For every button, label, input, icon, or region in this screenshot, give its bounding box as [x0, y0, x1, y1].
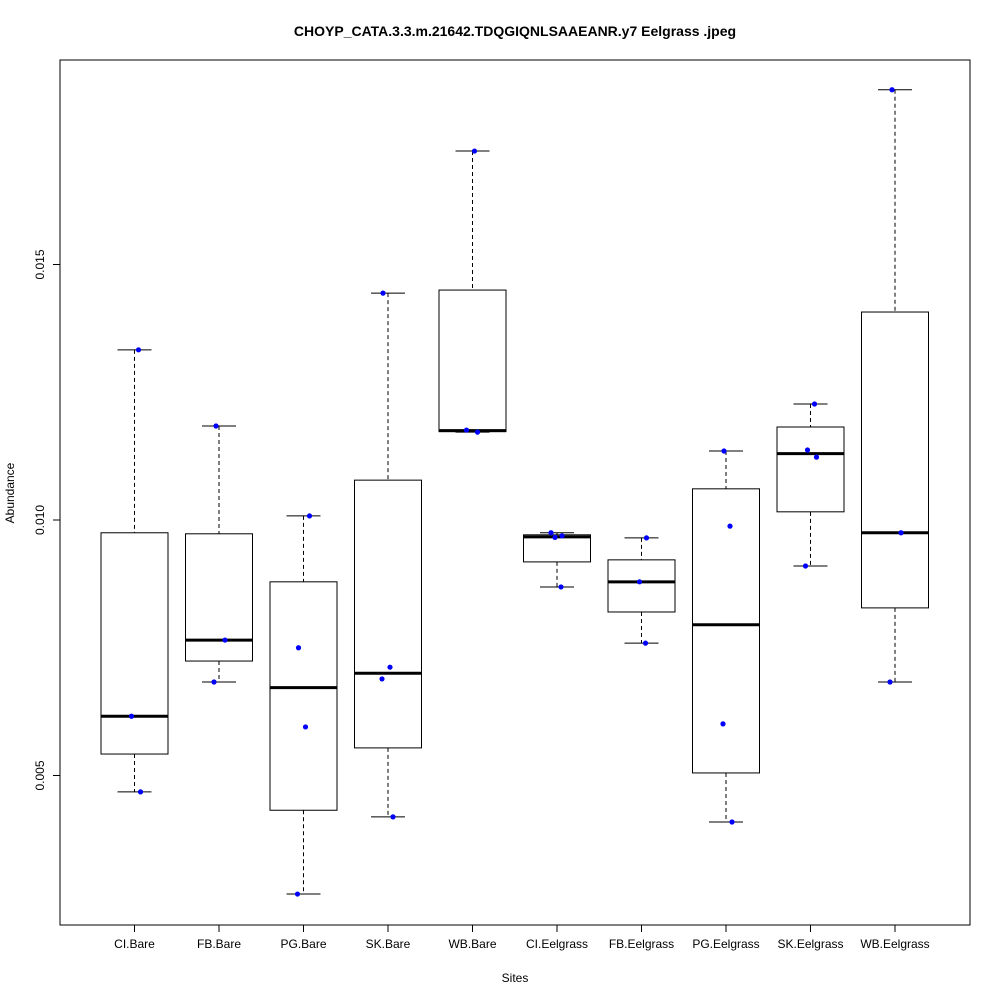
data-point — [295, 645, 302, 651]
box-iqr — [861, 311, 929, 609]
data-point — [721, 448, 727, 454]
x-tick-label: PG.Eelgrass — [692, 937, 759, 951]
box-iqr — [269, 581, 338, 811]
data-point — [898, 530, 904, 536]
data-point — [558, 584, 564, 590]
box-CI.Eelgrass — [523, 530, 591, 590]
box-iqr — [523, 534, 591, 563]
x-tick-label: FB.Bare — [197, 937, 241, 951]
box-SK.Bare — [354, 290, 422, 820]
data-point — [559, 533, 565, 539]
x-tick-label: FB.Eelgrass — [609, 937, 674, 951]
data-point — [720, 721, 726, 727]
y-tick-label: 0.015 — [33, 249, 47, 279]
data-point — [889, 87, 895, 93]
box-SK.Eelgrass — [776, 401, 845, 569]
x-tick-label: WB.Eelgrass — [860, 937, 929, 951]
box-FB.Eelgrass — [607, 535, 676, 646]
data-point — [379, 676, 385, 682]
data-point — [811, 401, 818, 407]
data-point — [211, 679, 217, 685]
box-PG.Bare — [269, 513, 338, 897]
data-point — [213, 423, 219, 429]
x-tick-label: PG.Bare — [280, 937, 326, 951]
x-tick-label: CI.Bare — [114, 937, 155, 951]
box-iqr — [100, 532, 169, 755]
data-point — [813, 454, 820, 460]
data-point — [643, 535, 650, 541]
x-tick-label: SK.Bare — [366, 937, 411, 951]
box-iqr — [776, 426, 845, 513]
box-iqr — [438, 289, 507, 433]
data-point — [463, 427, 470, 433]
data-point — [302, 724, 309, 730]
data-point — [471, 148, 478, 154]
data-point — [135, 347, 142, 353]
data-point — [548, 530, 554, 536]
box-iqr — [607, 559, 676, 613]
y-tick-label: 0.010 — [33, 505, 47, 535]
box-iqr — [185, 533, 253, 662]
data-point — [294, 891, 301, 897]
data-point — [222, 637, 228, 643]
data-point — [552, 534, 558, 540]
data-point — [306, 513, 313, 519]
x-tick-label: WB.Bare — [448, 937, 496, 951]
box-iqr — [354, 479, 422, 749]
data-point — [380, 290, 386, 296]
data-point — [887, 679, 893, 685]
x-tick-label: SK.Eelgrass — [777, 937, 843, 951]
box-WB.Eelgrass — [861, 87, 929, 685]
box-FB.Bare — [185, 423, 253, 685]
box-iqr — [692, 488, 760, 774]
data-point — [128, 713, 135, 719]
x-tick-label: CI.Eelgrass — [526, 937, 588, 951]
chart-title: CHOYP_CATA.3.3.m.21642.TDQGIQNLSAAEANR.y… — [294, 23, 736, 39]
data-point — [727, 523, 733, 529]
box-PG.Eelgrass — [692, 448, 760, 825]
data-point — [387, 664, 393, 670]
y-axis-label: Abundance — [3, 462, 17, 523]
data-point — [474, 429, 481, 435]
data-point — [636, 579, 643, 585]
y-tick-label: 0.005 — [33, 760, 47, 790]
box-CI.Bare — [100, 347, 169, 795]
data-point — [729, 819, 735, 825]
data-point — [390, 814, 396, 820]
x-axis-label: Sites — [502, 971, 529, 985]
data-point — [802, 563, 809, 569]
data-point — [804, 447, 811, 453]
box-WB.Bare — [438, 148, 507, 435]
data-point — [137, 789, 144, 795]
data-point — [642, 640, 649, 646]
